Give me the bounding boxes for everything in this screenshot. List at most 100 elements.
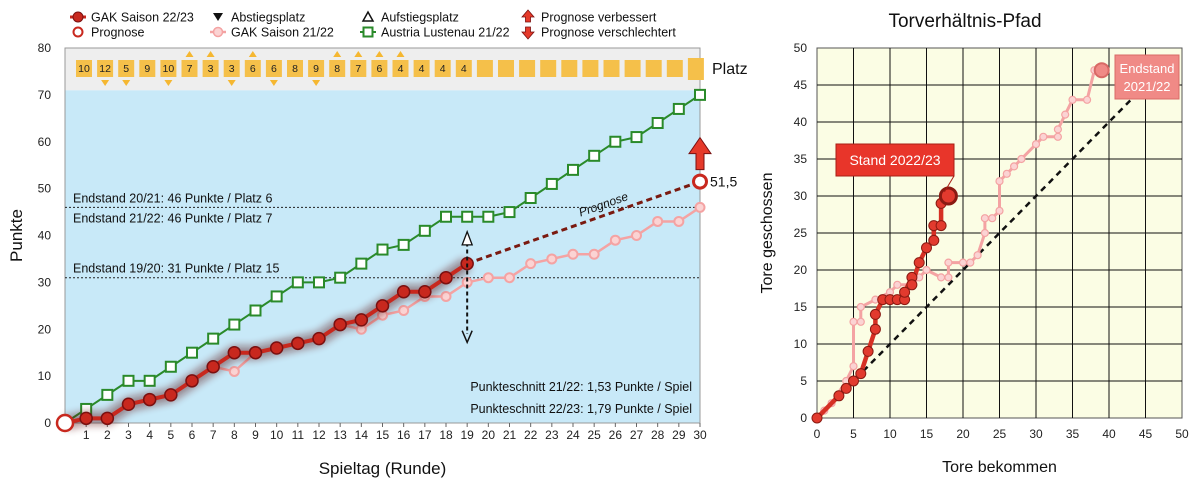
series-point-lustenau bbox=[397, 238, 410, 251]
x-tick-label: 6 bbox=[189, 428, 196, 442]
callout-box-2223 bbox=[835, 143, 955, 177]
series-point-lustenau bbox=[461, 210, 474, 223]
x-tick-label: 12 bbox=[312, 428, 326, 442]
path-point-gak2223 bbox=[848, 375, 859, 387]
x-tick-label: 0 bbox=[814, 427, 821, 441]
placement-up-arrow bbox=[248, 51, 257, 57]
series-point-lustenau bbox=[228, 318, 241, 331]
path-point-gak2122 bbox=[922, 265, 931, 275]
path-point-gak2122 bbox=[1017, 154, 1026, 164]
x-tick-label: 18 bbox=[439, 428, 453, 442]
placement-box bbox=[624, 60, 641, 77]
placement-box bbox=[392, 60, 409, 77]
path-point-gak2122 bbox=[856, 317, 865, 326]
x-tick-label: 13 bbox=[333, 428, 347, 442]
y-tick-label: 0 bbox=[800, 411, 807, 425]
x-tick-label: 11 bbox=[292, 428, 305, 442]
placement-box bbox=[139, 60, 156, 77]
y-tick-label: 30 bbox=[38, 275, 52, 289]
path-point-gak2122 bbox=[944, 258, 953, 267]
start-marker bbox=[55, 413, 75, 433]
path-point-gak2122 bbox=[1053, 125, 1062, 134]
series-point-lustenau bbox=[609, 135, 622, 148]
path-point-gak2223 bbox=[899, 286, 911, 298]
placement-box bbox=[223, 60, 240, 77]
chart-title: Torverhältnis-Pfad bbox=[888, 11, 1041, 32]
path-point-gak2223 bbox=[862, 345, 874, 357]
placement-value: 3 bbox=[208, 63, 214, 75]
path-point-gak2122 bbox=[944, 273, 953, 282]
path-point-gak2223 bbox=[869, 323, 881, 335]
legend-symbol-marker bbox=[72, 11, 84, 23]
x-axis-label: Tore bekommen bbox=[942, 459, 1057, 476]
prognose-value-label: 51,5 bbox=[710, 174, 737, 190]
series-point-gak2122 bbox=[609, 234, 621, 246]
x-tick-label: 28 bbox=[651, 428, 665, 442]
legend-label: GAK Saison 22/23 bbox=[91, 11, 194, 25]
placement-box bbox=[645, 60, 662, 77]
path-point-gak2223 bbox=[855, 368, 867, 380]
series-point-lustenau bbox=[207, 332, 220, 345]
x-tick-label: 10 bbox=[883, 427, 897, 441]
placement-box bbox=[244, 60, 261, 77]
x-tick-label: 24 bbox=[566, 428, 580, 442]
x-tick-label: 22 bbox=[524, 428, 538, 442]
placement-up-arrow bbox=[185, 51, 194, 57]
path-point-gak2223 bbox=[869, 308, 881, 320]
path-point-gak2122 bbox=[1061, 110, 1070, 119]
legend-label: Austria Lustenau 21/22 bbox=[381, 26, 510, 40]
path-point-gak2122 bbox=[937, 273, 946, 282]
callout-text-2122-line2: 2021/22 bbox=[1124, 79, 1171, 94]
x-tick-label: 25 bbox=[587, 428, 601, 442]
placement-box bbox=[287, 60, 303, 77]
series-point-gak2122 bbox=[228, 365, 240, 377]
reference-line-label: Endstand 20/21: 46 Punkte / Platz 6 bbox=[73, 191, 272, 205]
placement-box bbox=[329, 60, 346, 77]
placement-label: Platz bbox=[712, 61, 748, 78]
placement-box-current bbox=[687, 58, 704, 80]
x-tick-label: 20 bbox=[956, 427, 970, 441]
x-tick-label: 27 bbox=[630, 428, 644, 442]
series-point-gak2223 bbox=[439, 270, 453, 285]
y-tick-label: 0 bbox=[44, 416, 51, 430]
placement-value: 9 bbox=[313, 63, 319, 75]
placement-value: 8 bbox=[292, 63, 298, 75]
placement-value: 10 bbox=[78, 63, 90, 75]
path-point-gak2122 bbox=[849, 362, 858, 371]
path-point-gak2122 bbox=[1068, 95, 1077, 104]
y-tick-label: 45 bbox=[794, 78, 808, 92]
x-tick-label: 40 bbox=[1102, 427, 1116, 441]
placement-value: 6 bbox=[250, 63, 256, 75]
series-point-gak2122 bbox=[546, 253, 558, 265]
x-tick-label: 14 bbox=[355, 428, 369, 442]
path-point-gak2223 bbox=[928, 234, 940, 246]
series-point-gak2122 bbox=[631, 230, 642, 241]
series-point-gak2122 bbox=[694, 201, 706, 213]
x-tick-label: 45 bbox=[1139, 427, 1153, 441]
legend-label: Prognose verschlechtert bbox=[541, 26, 676, 40]
series-point-lustenau bbox=[672, 102, 685, 115]
x-tick-label: 19 bbox=[460, 428, 474, 442]
placement-box bbox=[413, 60, 430, 77]
x-tick-label: 7 bbox=[210, 428, 217, 442]
x-tick-label: 3 bbox=[125, 428, 132, 442]
range-arrow-down-head bbox=[461, 330, 473, 345]
series-point-lustenau bbox=[122, 374, 135, 387]
path-point-gak2122 bbox=[1010, 162, 1019, 171]
placement-down-arrow bbox=[269, 80, 278, 86]
diagonal-reference-line bbox=[816, 84, 1147, 419]
placement-box bbox=[519, 60, 536, 77]
x-tick-label: 2 bbox=[104, 428, 111, 442]
placement-box bbox=[455, 60, 472, 77]
series-point-lustenau bbox=[101, 388, 114, 401]
series-point-gak2223 bbox=[269, 341, 284, 355]
series-point-gak2122 bbox=[567, 248, 579, 260]
x-tick-label: 4 bbox=[146, 428, 153, 442]
series-point-gak2223 bbox=[396, 285, 411, 299]
placement-value: 4 bbox=[461, 63, 467, 75]
series-point-gak2223 bbox=[291, 336, 305, 351]
y-tick-label: 10 bbox=[794, 337, 808, 351]
placement-box bbox=[308, 60, 325, 77]
x-tick-label: 9 bbox=[252, 428, 259, 442]
